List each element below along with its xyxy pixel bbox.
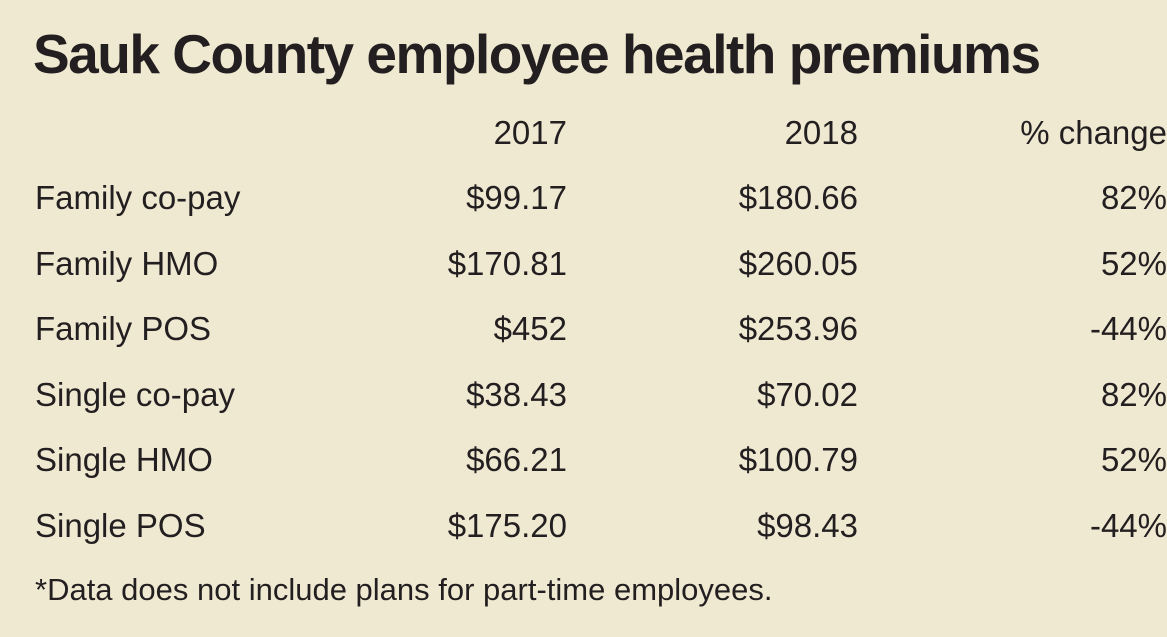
table-row: Single POS $175.20 $98.43 -44% (0, 493, 1167, 559)
value-2018: $98.43 (757, 506, 858, 544)
value-2018: $70.02 (757, 375, 858, 413)
premiums-table: 2017 2018 % change Family co-pay $99.17 … (0, 100, 1167, 559)
value-2017: $452 (493, 310, 567, 348)
value-percent-change: 82% (1100, 375, 1167, 413)
table-header-row: 2017 2018 % change (0, 100, 1167, 166)
footnote: *Data does not include plans for part-ti… (35, 572, 773, 607)
row-label: Family co-pay (35, 179, 241, 217)
value-2018: $180.66 (738, 179, 858, 217)
value-2018: $100.79 (738, 441, 858, 479)
value-2017: $38.43 (466, 375, 567, 413)
value-percent-change: -44% (1089, 310, 1167, 348)
row-label: Family HMO (35, 244, 219, 282)
row-label: Single HMO (35, 441, 213, 479)
header-2018: 2018 (784, 113, 858, 151)
table-row: Family co-pay $99.17 $180.66 82% (0, 166, 1167, 232)
value-2017: $175.20 (447, 506, 567, 544)
chart-title: Sauk County employee health premiums (33, 23, 1041, 85)
value-percent-change: -44% (1089, 506, 1167, 544)
table-row: Single HMO $66.21 $100.79 52% (0, 428, 1167, 494)
table-row: Family POS $452 $253.96 -44% (0, 297, 1167, 363)
table-row: Family HMO $170.81 $260.05 52% (0, 231, 1167, 297)
row-label: Single co-pay (35, 375, 235, 413)
value-2017: $66.21 (466, 441, 567, 479)
row-label: Single POS (35, 506, 206, 544)
value-2018: $260.05 (738, 244, 858, 282)
header-label-column (0, 100, 335, 166)
value-2017: $99.17 (466, 179, 567, 217)
value-percent-change: 82% (1100, 179, 1167, 217)
header-2017: 2017 (493, 113, 567, 151)
row-label: Family POS (35, 310, 212, 348)
value-2018: $253.96 (738, 310, 858, 348)
value-2017: $170.81 (447, 244, 567, 282)
header-percent-change: % change (1020, 113, 1167, 151)
table-row: Single co-pay $38.43 $70.02 82% (0, 362, 1167, 428)
value-percent-change: 52% (1100, 244, 1167, 282)
value-percent-change: 52% (1100, 441, 1167, 479)
